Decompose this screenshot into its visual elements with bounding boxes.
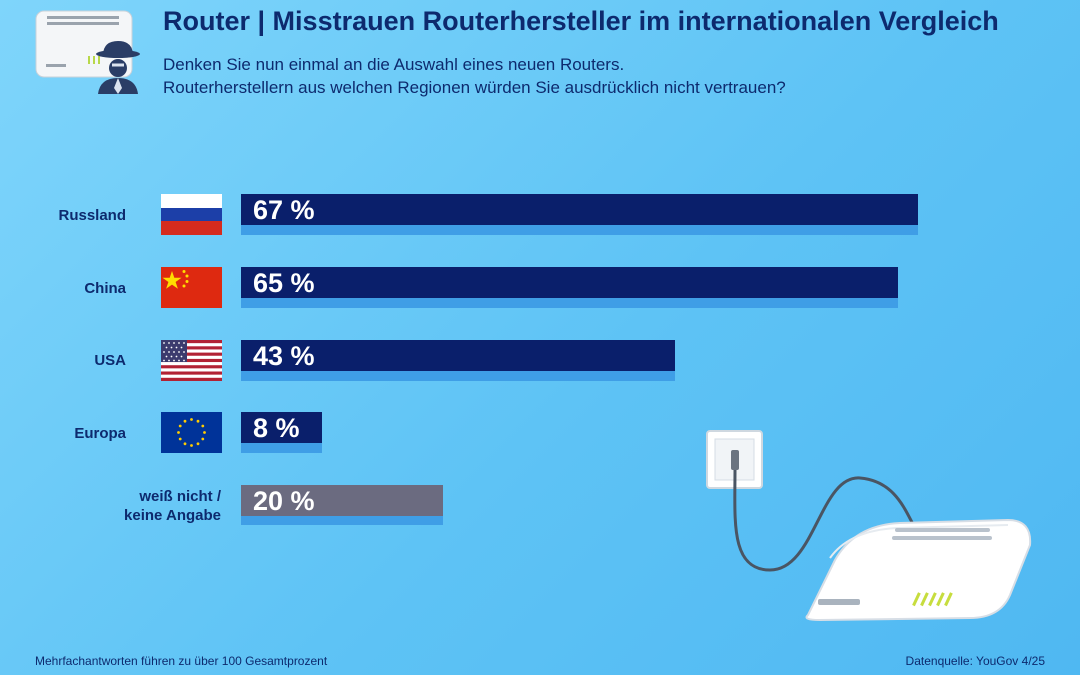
category-label-russland: Russland <box>58 207 126 224</box>
bar-shadow-europa <box>241 443 322 453</box>
value-label-europa: 8 % <box>253 413 300 443</box>
subtitle-line-1: Denken Sie nun einmal an die Auswahl ein… <box>163 55 625 74</box>
category-label-weiss-nicht: weiß nicht / keine Angabe <box>100 487 221 525</box>
category-label-europa: Europa <box>74 425 126 442</box>
value-label-usa: 43 % <box>253 341 315 371</box>
source-note: Datenquelle: YouGov 4/25 <box>905 654 1045 668</box>
router-spy-icon <box>35 10 140 94</box>
value-label-china: 65 % <box>253 268 315 298</box>
flag-usa-icon <box>161 340 222 381</box>
bar-shadow-russland <box>241 225 918 235</box>
bar-europa <box>241 412 322 443</box>
category-label-china: China <box>84 280 126 297</box>
bar-usa <box>241 340 675 371</box>
bar-china <box>241 267 898 298</box>
value-label-weiss-nicht: 20 % <box>253 486 315 516</box>
subtitle-line-2: Routerherstellern aus welchen Regionen w… <box>163 78 786 97</box>
bar-weiss-nicht <box>241 485 443 516</box>
category-label-line-2: keine Angabe <box>124 507 221 524</box>
category-label-usa: USA <box>94 352 126 369</box>
value-label-russland: 67 % <box>253 195 315 225</box>
category-label-line-1: weiß nicht / <box>139 488 221 505</box>
flag-russia-icon <box>161 194 222 235</box>
flag-eu-icon <box>161 412 222 453</box>
chart-title: Router | Misstrauen Routerhersteller im … <box>163 6 999 36</box>
flag-china-icon <box>161 267 222 308</box>
footnote: Mehrfachantworten führen zu über 100 Ges… <box>35 654 328 668</box>
bar-shadow-weiss-nicht <box>241 515 443 525</box>
bar-russland <box>241 194 918 225</box>
router-illustration-icon <box>706 430 1032 622</box>
bar-shadow-china <box>241 298 898 308</box>
bar-shadow-usa <box>241 371 675 381</box>
chart-subtitle: Denken Sie nun einmal an die Auswahl ein… <box>163 53 786 99</box>
